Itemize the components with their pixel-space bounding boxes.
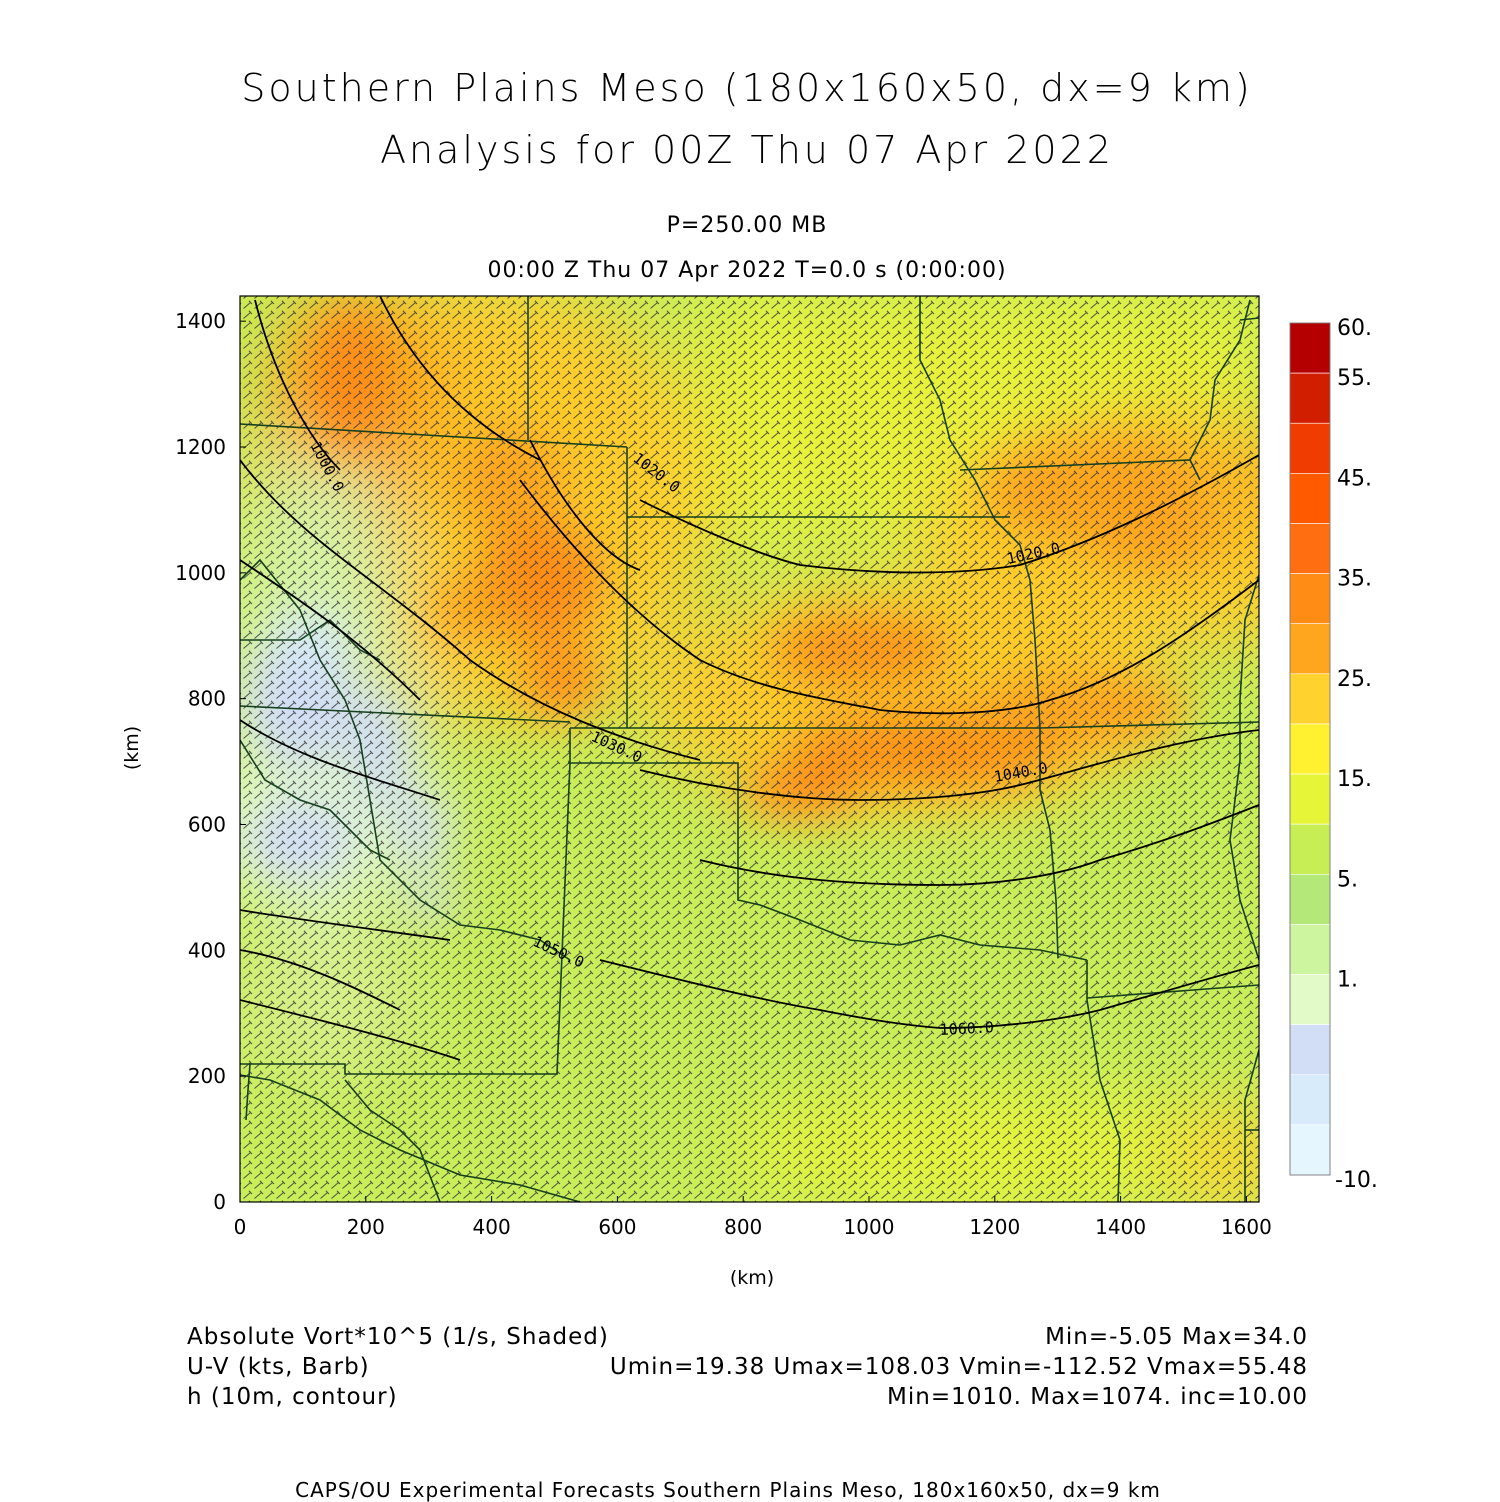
colorbar-frame	[1289, 322, 1331, 1176]
colorbar-segment	[1289, 723, 1331, 775]
colorbar-segment	[1289, 823, 1331, 875]
colorbar-segment	[1289, 523, 1331, 574]
y-tick-label: 400	[188, 938, 226, 962]
y-tick-label: 1200	[175, 435, 226, 459]
colorbar-segment	[1289, 1024, 1331, 1076]
colorbar-label: 60.	[1337, 316, 1372, 341]
colorbar-segment	[1289, 974, 1331, 1025]
colorbar-labels: 60. 55. 45. 35. 25. 15. 5. 1. -10.	[1335, 316, 1378, 1193]
colorbar-segment	[1289, 873, 1331, 925]
field3-stats: Min=1010. Max=1074. inc=10.00	[887, 1384, 1308, 1410]
plot-frame	[239, 295, 1260, 1203]
pressure-level: P=250.00 MB	[666, 213, 828, 238]
x-tick-label: 400	[473, 1215, 511, 1239]
field1-stats: Min=-5.05 Max=34.0	[1045, 1324, 1308, 1350]
vorticity-shading: 1000.0 1020.0 1020.0 1030.0 1040.0 1050.…	[240, 296, 1259, 1202]
colorbar-label: -10.	[1335, 1168, 1378, 1193]
colorbar-segment	[1289, 623, 1331, 675]
colorbar-segment	[1289, 372, 1331, 424]
y-tick-label: 0	[213, 1190, 226, 1214]
x-tick-label: 600	[598, 1215, 636, 1239]
x-axis: 0 200 400 600 800 1000 1200 1400 1600	[234, 1196, 1272, 1239]
title-line-2: Analysis for 00Z Thu 07 Apr 2022	[380, 128, 1114, 172]
colorbar-label: 45.	[1337, 466, 1372, 491]
contour-label: 1060.0	[939, 1018, 994, 1039]
y-axis: 0 200 400 600 800 1000 1200 1400	[175, 309, 246, 1214]
colorbar-label: 1.	[1337, 968, 1358, 993]
title-line-1: Southern Plains Meso (180x160x50, dx=9 k…	[241, 66, 1253, 110]
field2-name: U-V (kts, Barb)	[187, 1354, 370, 1380]
colorbar-segment	[1289, 573, 1331, 625]
y-axis-label: (km)	[121, 726, 143, 770]
y-tick-label: 1000	[175, 561, 226, 585]
colorbar-segment	[1289, 422, 1331, 474]
x-tick-label: 1400	[1095, 1215, 1146, 1239]
y-tick-label: 800	[188, 687, 226, 711]
x-tick-label: 1200	[969, 1215, 1020, 1239]
colorbar-segment	[1289, 673, 1331, 725]
x-tick-label: 1600	[1221, 1215, 1272, 1239]
colorbar-segment	[1289, 924, 1331, 975]
x-tick-label: 0	[234, 1215, 247, 1239]
colorbar-label: 55.	[1337, 366, 1372, 391]
colorbar-segment	[1289, 1074, 1331, 1126]
colorbar-label: 15.	[1337, 767, 1372, 792]
x-axis-label: (km)	[730, 1267, 774, 1289]
x-tick-label: 800	[724, 1215, 762, 1239]
colorbar-label: 25.	[1337, 667, 1372, 692]
y-tick-label: 600	[188, 813, 226, 837]
colorbar-label: 5.	[1337, 867, 1358, 892]
colorbar-segment	[1289, 322, 1331, 374]
height-contours	[240, 296, 1259, 1061]
colorbar-segment	[1289, 1124, 1331, 1176]
x-tick-label: 1000	[844, 1215, 895, 1239]
valid-time: 00:00 Z Thu 07 Apr 2022 T=0.0 s (0:00:00…	[487, 258, 1007, 283]
x-tick-label: 200	[347, 1215, 385, 1239]
y-tick-label: 200	[188, 1064, 226, 1088]
credit-line: CAPS/OU Experimental Forecasts Southern …	[295, 1478, 1161, 1502]
state-boundaries	[240, 296, 1259, 1202]
colorbar	[1289, 322, 1331, 1176]
colorbar-segment	[1289, 773, 1331, 825]
y-tick-label: 1400	[175, 309, 226, 333]
colorbar-label: 35.	[1337, 567, 1372, 592]
field1-name: Absolute Vort*10^5 (1/s, Shaded)	[187, 1324, 609, 1350]
field3-name: h (10m, contour)	[187, 1384, 398, 1410]
field2-stats: Umin=19.38 Umax=108.03 Vmin=-112.52 Vmax…	[609, 1354, 1308, 1380]
colorbar-segment	[1289, 473, 1331, 524]
